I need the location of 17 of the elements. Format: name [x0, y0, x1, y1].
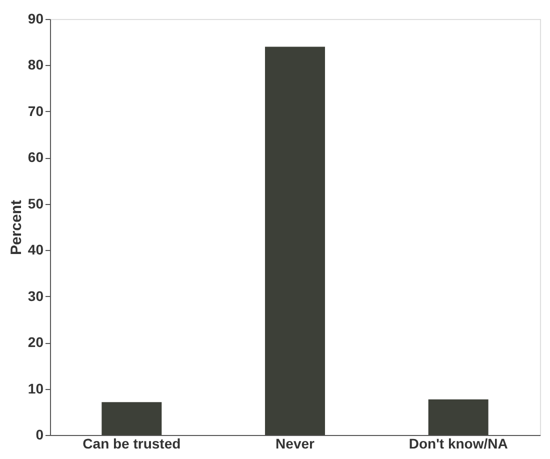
y-tick-label: 60: [28, 149, 44, 166]
x-tick-label: Can be trusted: [82, 436, 181, 452]
y-axis-title: Percent: [8, 200, 25, 256]
y-tick-label: 90: [28, 10, 44, 26]
bar: [428, 399, 488, 435]
x-tick-label: Never: [276, 436, 316, 452]
y-tick-label: 20: [28, 334, 44, 350]
y-tick-label: 50: [28, 195, 44, 212]
y-tick-label: 30: [28, 288, 44, 304]
y-tick-label: 70: [28, 102, 44, 119]
bar: [265, 46, 325, 435]
y-tick-label: 0: [36, 426, 44, 442]
y-tick-label: 10: [28, 380, 44, 396]
bar: [102, 402, 162, 435]
y-tick-label: 40: [28, 242, 44, 258]
y-tick-label: 80: [28, 56, 44, 73]
x-tick-label: Don't know/NA: [408, 436, 508, 452]
